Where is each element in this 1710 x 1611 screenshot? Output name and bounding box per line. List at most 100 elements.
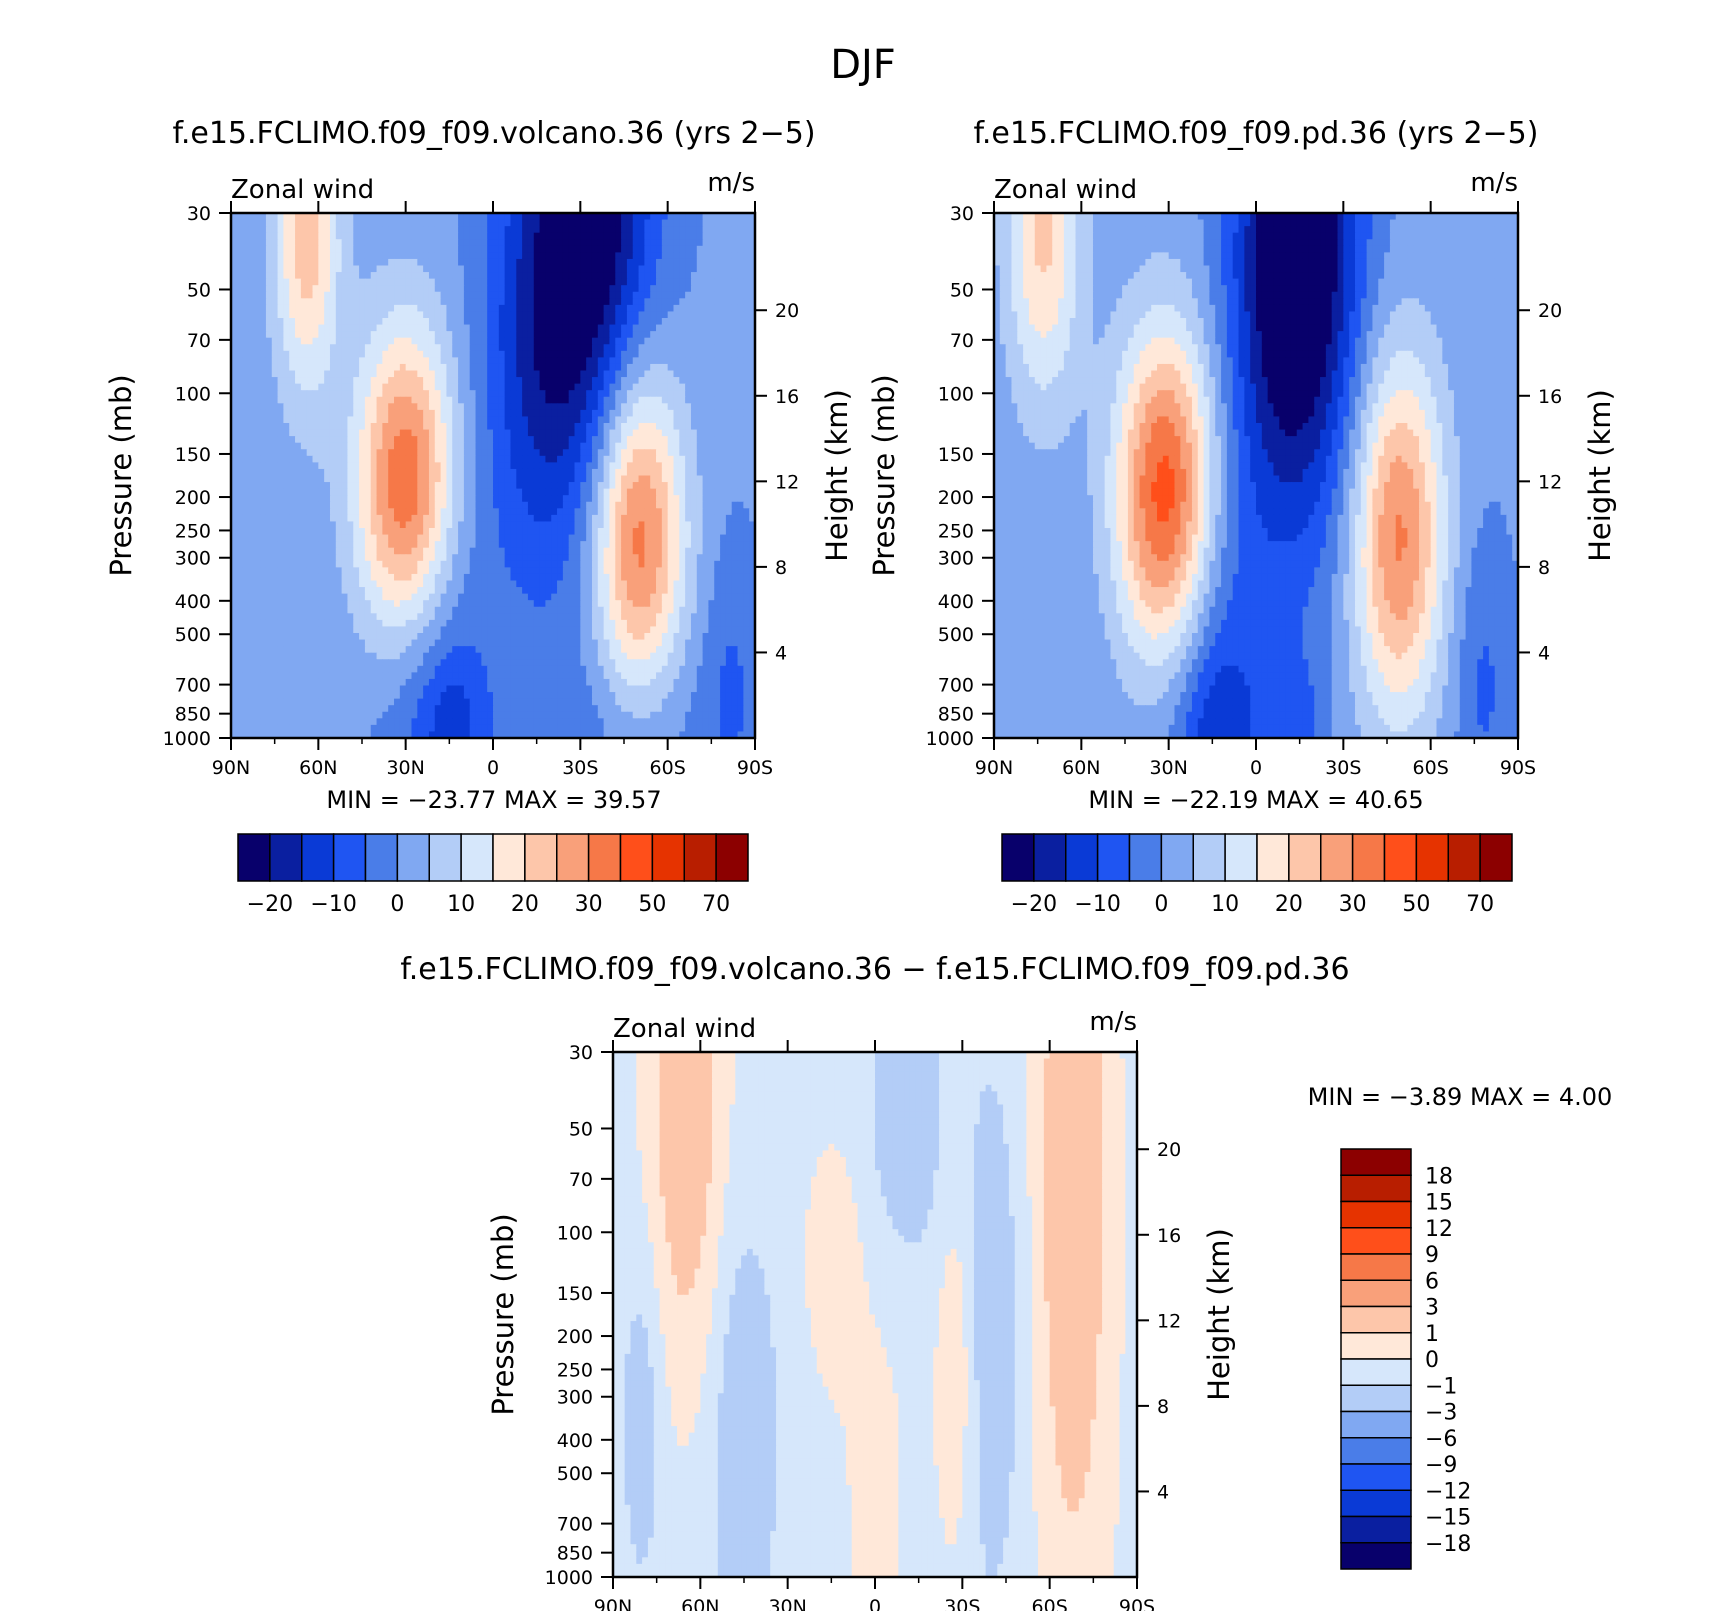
contour-cell (464, 292, 470, 299)
contour-cell (254, 331, 260, 338)
contour-cell (266, 377, 272, 384)
contour-cell (336, 285, 342, 292)
contour-cell (347, 554, 353, 561)
contour-cell (458, 436, 464, 443)
contour-cell (551, 311, 557, 318)
contour-cell (505, 397, 511, 404)
contour-cell (615, 528, 621, 535)
contour-cell (313, 357, 319, 364)
contour-cell (639, 476, 645, 483)
contour-cell (342, 528, 348, 535)
contour-cell (510, 541, 516, 548)
contour-cell (598, 325, 604, 332)
contour-cell (545, 469, 551, 476)
contour-cell (324, 351, 330, 358)
contour-cell (557, 279, 563, 286)
contour-cell (569, 489, 575, 496)
contour-cell (528, 318, 534, 325)
contour-cell (248, 489, 254, 496)
contour-cell (254, 554, 260, 561)
contour-cell (388, 476, 394, 483)
contour-cell (714, 403, 720, 410)
contour-cell (318, 272, 324, 279)
contour-cell (476, 462, 482, 469)
contour-cell (278, 390, 284, 397)
contour-cell (720, 272, 726, 279)
contour-cell (545, 515, 551, 522)
contour-cell (505, 384, 511, 391)
contour-cell (708, 298, 714, 305)
contour-cell (278, 279, 284, 286)
contour-cell (243, 567, 249, 574)
contour-cell (685, 390, 691, 397)
contour-cell (586, 252, 592, 259)
contour-cell (417, 410, 423, 417)
contour-cell (621, 377, 627, 384)
contour-cell (569, 502, 575, 509)
contour-cell (580, 515, 586, 522)
contour-cell (580, 331, 586, 338)
contour-cell (528, 252, 534, 259)
contour-cell (528, 351, 534, 358)
contour-cell (295, 554, 301, 561)
contour-cell (738, 449, 744, 456)
contour-cell (452, 272, 458, 279)
contour-cell (470, 377, 476, 384)
contour-cell (679, 397, 685, 404)
contour-cell (673, 548, 679, 555)
contour-cell (283, 416, 289, 423)
contour-cell (237, 292, 243, 299)
contour-cell (359, 436, 365, 443)
contour-cell (580, 305, 586, 312)
contour-cell (411, 561, 417, 568)
contour-cell (313, 397, 319, 404)
contour-cell (324, 344, 330, 351)
contour-cell (359, 515, 365, 522)
contour-cell (382, 344, 388, 351)
contour-cell (394, 515, 400, 522)
contour-cell (615, 567, 621, 574)
contour-cell (609, 246, 615, 253)
contour-cell (569, 390, 575, 397)
contour-cell (243, 410, 249, 417)
contour-cell (743, 548, 749, 555)
contour-cell (510, 403, 516, 410)
contour-cell (732, 351, 738, 358)
contour-cell (516, 344, 522, 351)
contour-cell (260, 226, 266, 233)
contour-cell (336, 541, 342, 548)
contour-cell (697, 226, 703, 233)
contour-cell (627, 285, 633, 292)
contour-cell (615, 364, 621, 371)
contour-cell (673, 338, 679, 345)
contour-cell (243, 325, 249, 332)
contour-cell (377, 226, 383, 233)
contour-cell (283, 259, 289, 266)
contour-cell (318, 331, 324, 338)
contour-cell (557, 220, 563, 227)
contour-cell (708, 364, 714, 371)
contour-cell (406, 220, 412, 227)
contour-cell (551, 252, 557, 259)
contour-cell (406, 482, 412, 489)
contour-cell (470, 279, 476, 286)
contour-cell (365, 351, 371, 358)
contour-cell (738, 561, 744, 568)
contour-cell (540, 416, 546, 423)
contour-cell (417, 469, 423, 476)
contour-cell (598, 344, 604, 351)
contour-cell (714, 515, 720, 522)
contour-cell (342, 567, 348, 574)
contour-cell (528, 567, 534, 574)
contour-cell (621, 410, 627, 417)
contour-cell (470, 495, 476, 502)
contour-cell (423, 574, 429, 581)
contour-cell (481, 508, 487, 515)
contour-cell (458, 357, 464, 364)
contour-cell (446, 377, 452, 384)
contour-cell (382, 489, 388, 496)
contour-cell (516, 528, 522, 535)
contour-cell (307, 298, 313, 305)
contour-cell (714, 279, 720, 286)
contour-cell (633, 410, 639, 417)
